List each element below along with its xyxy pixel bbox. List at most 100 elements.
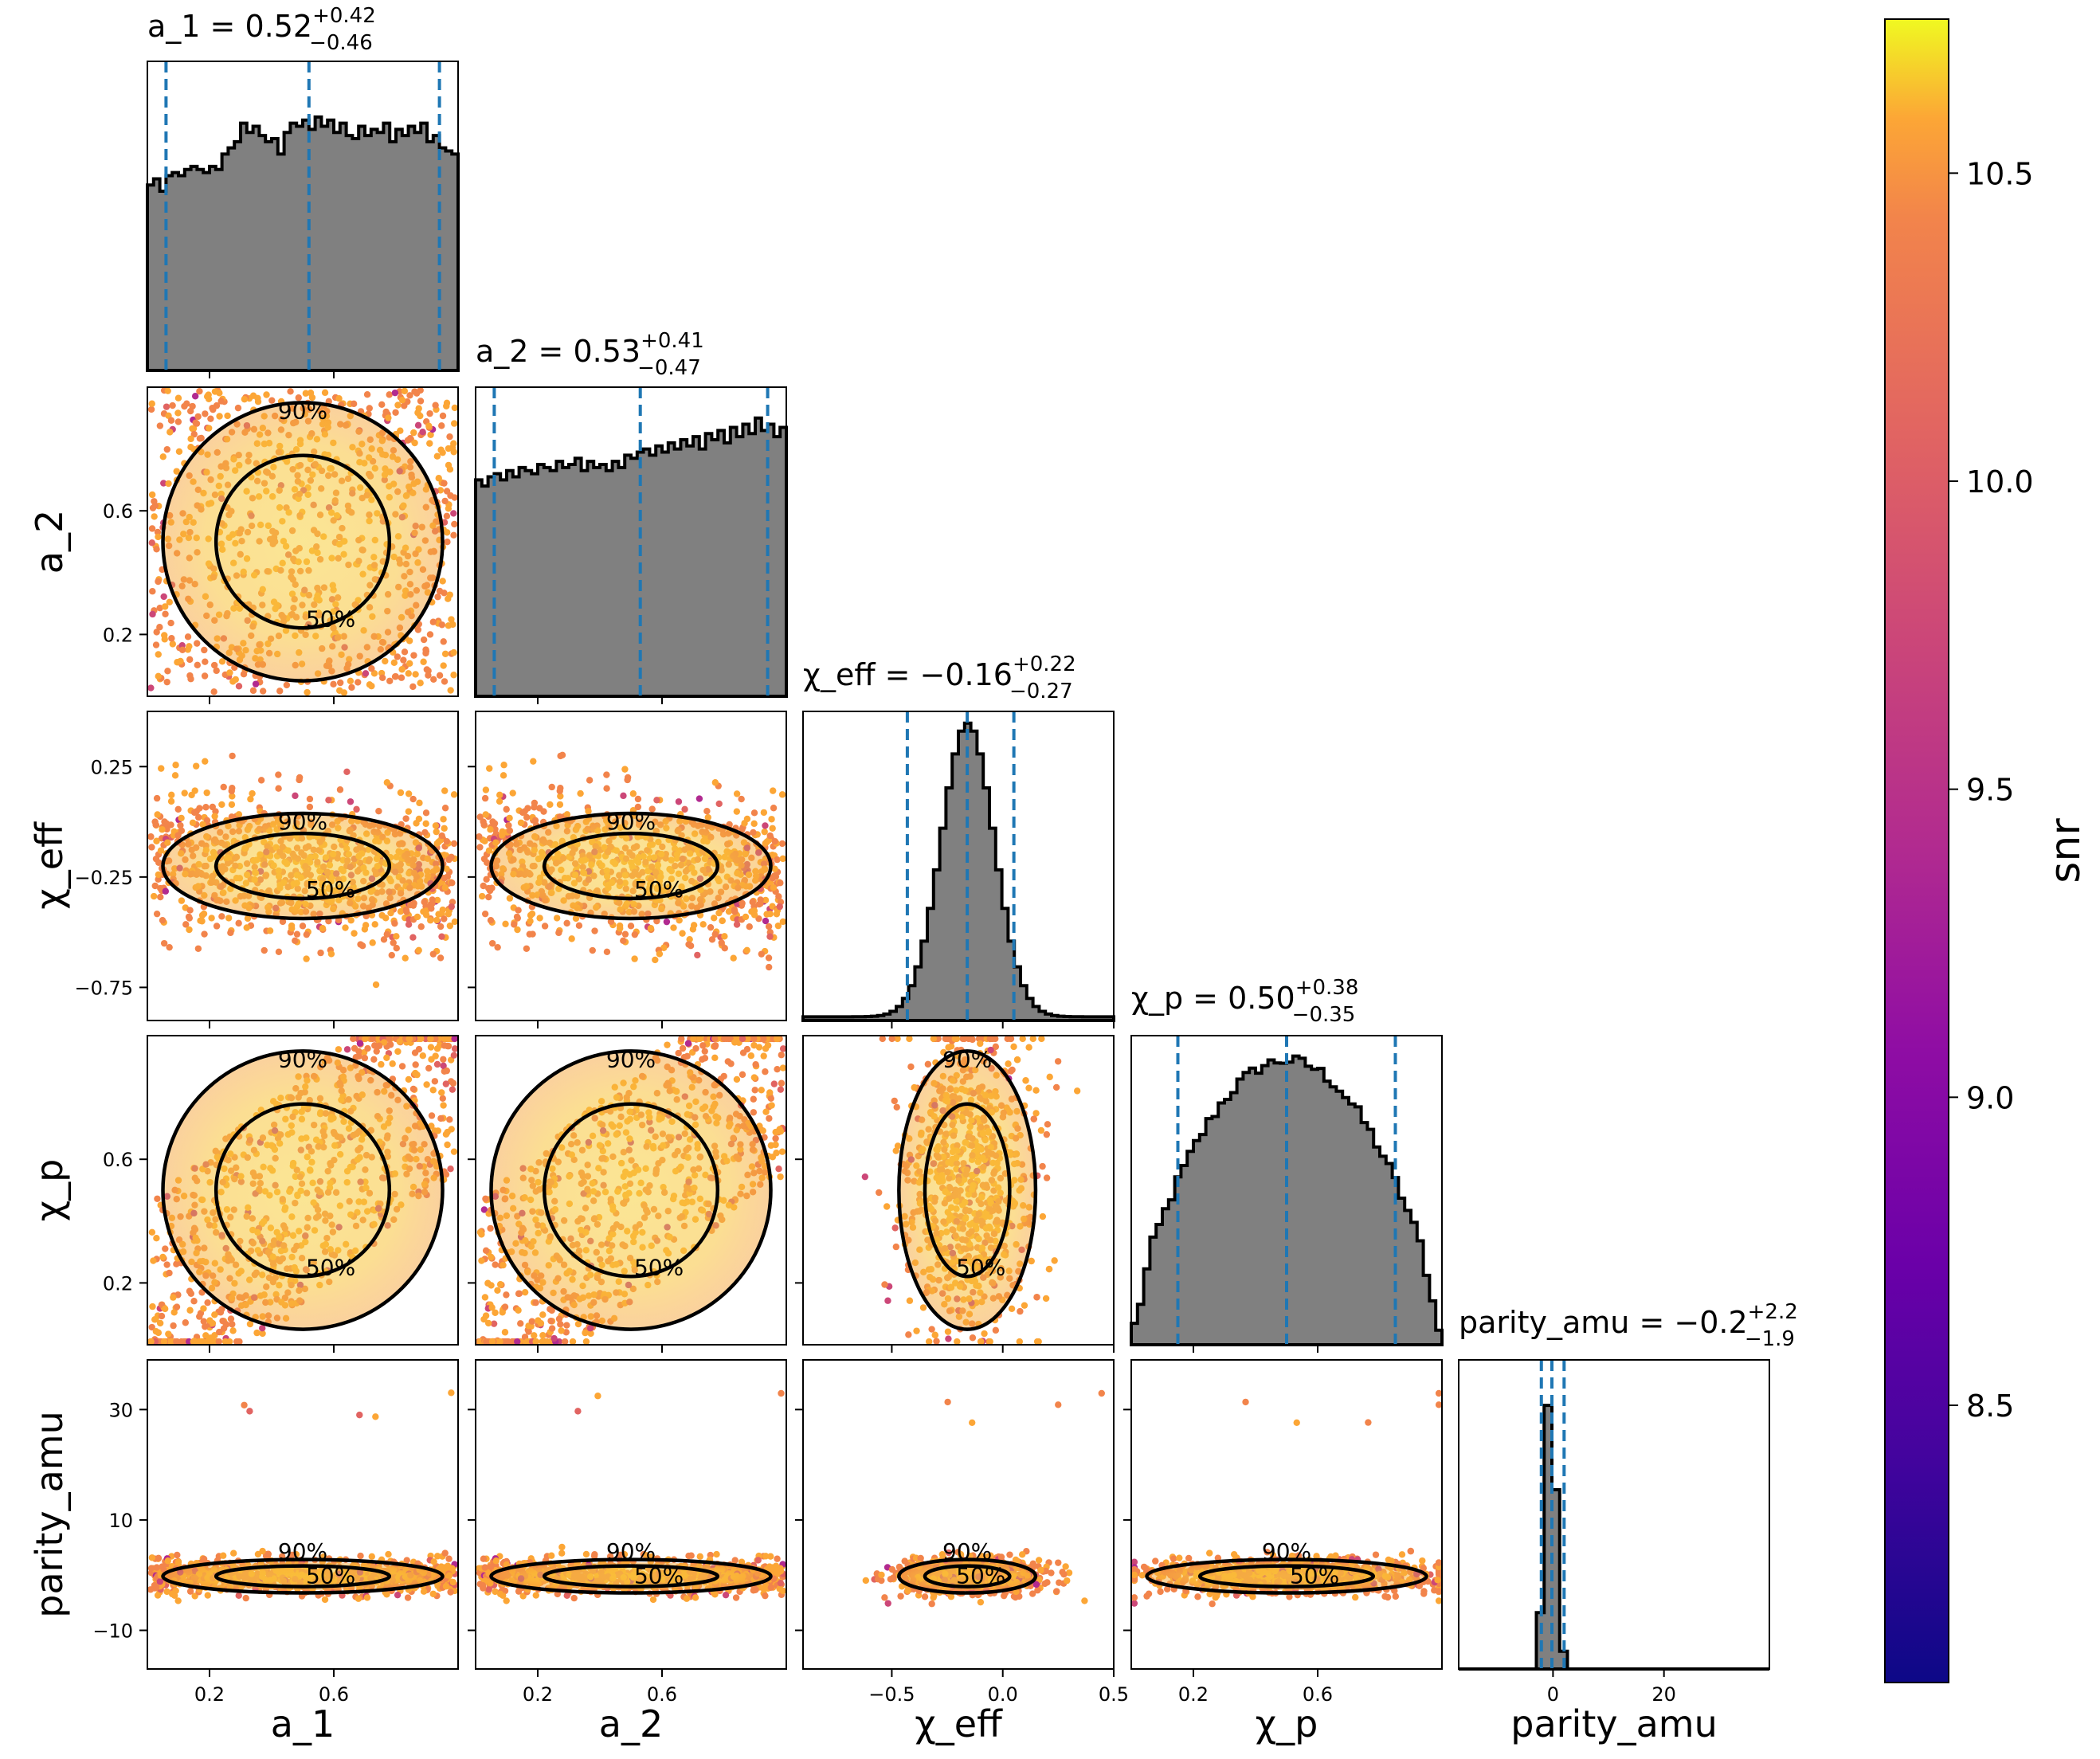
sample-point — [1037, 1126, 1045, 1134]
sample-point — [429, 896, 436, 903]
contour-line — [489, 811, 773, 921]
sample-point — [750, 907, 758, 915]
sample-point — [266, 927, 274, 934]
sample-point — [432, 822, 440, 829]
sample-point — [762, 896, 770, 904]
sample-point — [153, 794, 161, 802]
sample-point — [167, 619, 174, 627]
sample-point — [416, 799, 423, 807]
contour-line — [542, 1102, 720, 1279]
sample-point — [694, 951, 701, 959]
sample-point — [664, 1041, 671, 1048]
sample-point — [523, 945, 531, 952]
sample-point — [383, 779, 391, 786]
contour-label: 50% — [306, 876, 355, 903]
sample-point — [417, 1036, 425, 1043]
sample-point — [557, 1321, 564, 1328]
panel-frame — [147, 386, 459, 697]
x-tick-label: 0 — [1547, 1683, 1559, 1706]
sample-point — [155, 578, 162, 586]
sample-point — [514, 1338, 521, 1345]
sample-point — [707, 923, 715, 931]
sample-point — [174, 394, 182, 402]
sample-point — [183, 400, 190, 407]
sample-point — [731, 1039, 739, 1046]
sample-point — [569, 1338, 577, 1345]
sample-point — [529, 930, 536, 938]
sample-point — [371, 921, 378, 928]
sample-point — [420, 636, 428, 644]
panels-layer: 0 2090%50%0.20.690%50%0.25−0.25−0.7590%50… — [74, 61, 1770, 1706]
sample-point — [450, 648, 457, 656]
sample-point — [156, 604, 163, 612]
sample-point — [427, 431, 434, 438]
sample-point — [154, 1195, 161, 1202]
contour-label: 90% — [278, 398, 327, 424]
sample-point — [481, 1294, 489, 1301]
sample-point — [443, 512, 451, 519]
sample-point — [750, 820, 758, 828]
sample-point — [480, 882, 487, 890]
sample-point — [620, 792, 627, 800]
sample-point — [378, 911, 386, 919]
sample-point — [428, 1112, 436, 1119]
sample-point — [480, 1315, 488, 1323]
sample-point — [422, 820, 429, 828]
sample-point — [487, 917, 495, 924]
sample-point — [275, 948, 283, 956]
sample-point — [178, 814, 185, 822]
panel-frame — [475, 1035, 787, 1346]
sample-point — [488, 1253, 495, 1261]
sample-point — [777, 1173, 784, 1181]
sample-point — [409, 934, 417, 941]
sample-point — [421, 899, 428, 906]
sample-point — [405, 1075, 413, 1083]
sample-point — [440, 1062, 447, 1070]
sample-point — [451, 404, 458, 412]
sample-point — [168, 635, 175, 642]
sample-point — [634, 795, 642, 803]
sample-point — [325, 797, 332, 804]
contour-label: 50% — [634, 1254, 684, 1280]
sample-point — [228, 787, 235, 795]
sample-point — [449, 1086, 456, 1093]
sample-point — [675, 1049, 682, 1057]
sample-point — [394, 402, 402, 409]
sample-point — [216, 1328, 223, 1336]
sample-point — [503, 805, 510, 813]
sample-point — [711, 779, 719, 786]
sample-point — [211, 813, 218, 820]
sample-point — [369, 1036, 376, 1043]
sample-point — [733, 790, 741, 797]
sample-point — [209, 405, 216, 412]
scatter-a1-vs-a2: 90% 50% — [147, 387, 458, 696]
sample-point — [733, 1075, 741, 1083]
sample-point — [204, 1299, 211, 1307]
sample-point — [476, 813, 484, 821]
sample-point — [448, 1126, 455, 1133]
sample-point — [229, 678, 237, 685]
sample-point — [194, 661, 202, 669]
sample-point — [481, 794, 489, 802]
sample-point — [487, 1224, 494, 1232]
contour-label: 50% — [634, 876, 684, 903]
sample-point — [501, 1329, 509, 1336]
contour-label: 50% — [306, 605, 355, 632]
sample-point — [750, 1041, 758, 1049]
sample-point — [417, 923, 425, 930]
sample-point — [201, 646, 208, 654]
sample-point — [257, 777, 265, 784]
sample-point — [431, 1078, 439, 1085]
sample-point — [149, 610, 156, 618]
sample-point — [443, 865, 450, 872]
sample-point — [750, 1109, 758, 1116]
sample-point — [1005, 1060, 1012, 1068]
sample-point — [447, 492, 454, 499]
sample-point — [147, 833, 155, 840]
sample-point — [173, 468, 180, 475]
sample-point — [441, 875, 449, 882]
sample-point — [686, 935, 693, 943]
sample-point — [398, 396, 406, 404]
sample-point — [750, 1074, 758, 1081]
sample-point — [363, 391, 371, 398]
